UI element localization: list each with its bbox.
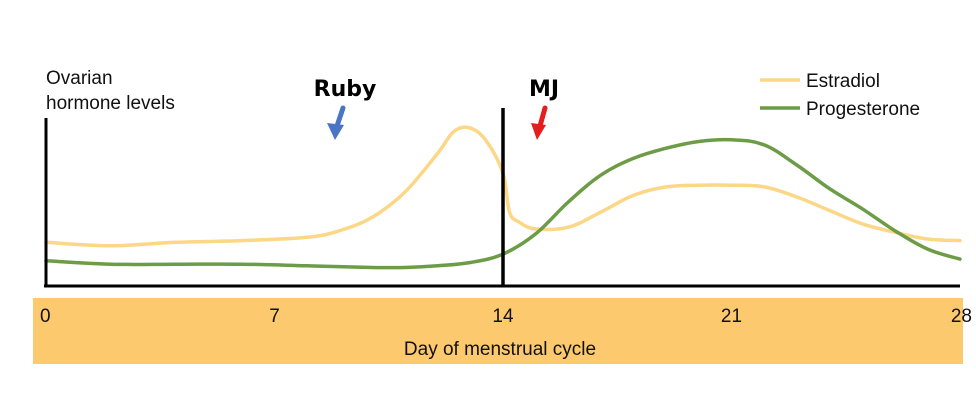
x-tick-label: 21 (721, 306, 742, 327)
y-axis-label-line2: hormone levels (46, 93, 175, 114)
y-axis-label-line1: Ovarian (46, 68, 113, 89)
x-axis-label: Day of menstrual cycle (404, 339, 596, 360)
progesterone-series-line (44, 137, 962, 270)
estradiol-series-line (44, 125, 962, 248)
x-tick-label: 28 (951, 306, 972, 327)
annotation-mj: MJ (529, 77, 559, 102)
legend-label-progesterone: Progesterone (806, 99, 920, 120)
x-tick-label: 0 (40, 306, 51, 327)
x-tick-label: 7 (269, 306, 280, 327)
x-axis-band (33, 298, 963, 364)
legend-label-estradiol: Estradiol (806, 71, 880, 92)
blue-arrow-icon (327, 105, 346, 140)
x-tick-label: 14 (492, 306, 514, 327)
red-arrow-icon (531, 105, 548, 140)
annotation-ruby: Ruby (314, 77, 377, 102)
